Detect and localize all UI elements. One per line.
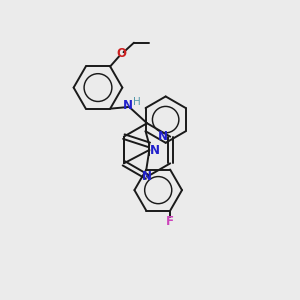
Text: F: F — [166, 215, 174, 228]
Text: N: N — [150, 143, 160, 157]
Text: H: H — [133, 97, 140, 106]
Text: N: N — [158, 130, 168, 143]
Text: O: O — [116, 47, 127, 61]
Text: N: N — [142, 170, 152, 183]
Text: N: N — [123, 99, 133, 112]
